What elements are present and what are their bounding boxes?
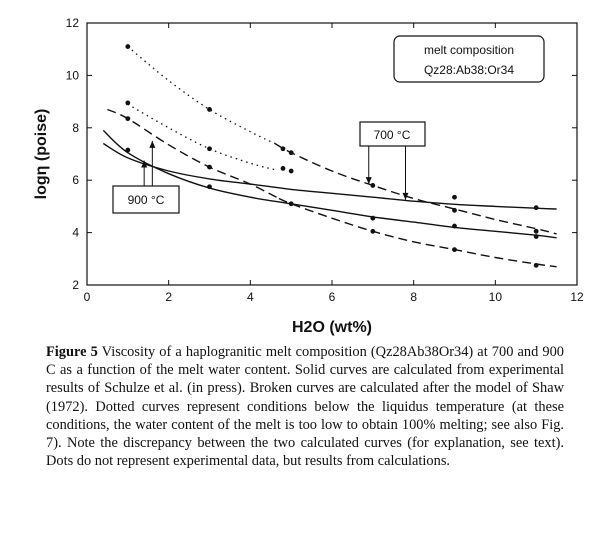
x-tick-label: 12 xyxy=(570,290,584,304)
data-dot xyxy=(125,116,131,122)
label-900-text: 900 °C xyxy=(128,193,165,207)
label-700: 700 °C xyxy=(359,121,426,147)
data-dot xyxy=(452,223,457,229)
curve-solid xyxy=(102,129,557,239)
y-tick-label: 8 xyxy=(72,121,79,135)
y-tick-label: 2 xyxy=(72,278,79,292)
y-tick-label: 4 xyxy=(72,226,79,240)
legend-box: melt composition Qz28:Ab38:Or34 xyxy=(393,35,545,83)
data-dot xyxy=(452,247,457,253)
data-dot xyxy=(533,228,539,234)
data-dot xyxy=(288,201,294,207)
y-tick-label: 12 xyxy=(66,16,80,30)
x-axis-title: H2O (wt%) xyxy=(292,319,372,336)
x-tick-label: 6 xyxy=(329,290,336,304)
y-axis-ticks: 2 4 6 8 10 12 xyxy=(66,16,577,292)
x-tick-label: 0 xyxy=(84,290,91,304)
caption-text: Viscosity of a haplogranitic melt compos… xyxy=(46,344,564,470)
x-tick-label: 10 xyxy=(489,290,503,304)
points-layer xyxy=(125,44,539,268)
data-dot xyxy=(533,234,539,239)
y-tick-label: 6 xyxy=(72,173,79,187)
legend-line-2: Qz28:Ab38:Or34 xyxy=(424,63,514,77)
data-dot xyxy=(280,146,286,152)
y-axis-title: logη (poise) xyxy=(33,109,50,200)
data-dot xyxy=(207,146,212,152)
x-tick-label: 4 xyxy=(247,290,254,304)
legend-frame xyxy=(393,35,545,83)
arrows-layer xyxy=(141,140,409,200)
curve-dashed xyxy=(274,142,557,235)
label-700-frame xyxy=(359,121,426,147)
data-dot xyxy=(452,207,457,213)
data-dot xyxy=(533,205,539,211)
data-dot xyxy=(207,184,212,190)
arrow-head xyxy=(402,192,409,200)
caption-label: Figure 5 xyxy=(46,344,98,360)
data-dot xyxy=(280,166,286,171)
y-tick-label: 10 xyxy=(66,68,80,82)
x-axis-ticks: 0 2 4 6 8 10 12 xyxy=(84,23,584,304)
arrow-head xyxy=(141,160,148,168)
data-dot xyxy=(370,183,376,188)
curves-layer xyxy=(102,46,557,268)
data-dot xyxy=(370,228,376,234)
curve-dashed xyxy=(107,108,280,200)
label-700-text: 700 °C xyxy=(374,128,411,142)
label-900-frame xyxy=(112,185,180,214)
data-dot xyxy=(452,194,457,200)
data-dot xyxy=(207,107,212,112)
data-dot xyxy=(125,100,131,106)
curve-dotted xyxy=(127,46,276,145)
data-dot xyxy=(207,164,212,170)
data-dot xyxy=(288,168,294,174)
curve-dotted xyxy=(127,103,275,171)
data-dot xyxy=(288,150,294,156)
arrow-head xyxy=(365,177,372,185)
legend-line-1: melt composition xyxy=(424,43,514,57)
data-dot xyxy=(125,44,131,49)
x-tick-label: 8 xyxy=(410,290,417,304)
data-dot xyxy=(370,215,376,221)
x-tick-label: 2 xyxy=(165,290,172,304)
figure-caption: Figure 5 Viscosity of a haplogranitic me… xyxy=(46,343,564,470)
curve-dashed xyxy=(278,197,557,268)
data-dot xyxy=(533,262,539,268)
arrow-head xyxy=(149,140,156,148)
label-900: 900 °C xyxy=(112,185,180,214)
data-dot xyxy=(125,147,131,153)
chart-area: 0 2 4 6 8 10 12 2 4 6 8 10 12 H2O (wt%) logη (poise… xyxy=(33,16,584,336)
curve-solid xyxy=(102,142,557,210)
